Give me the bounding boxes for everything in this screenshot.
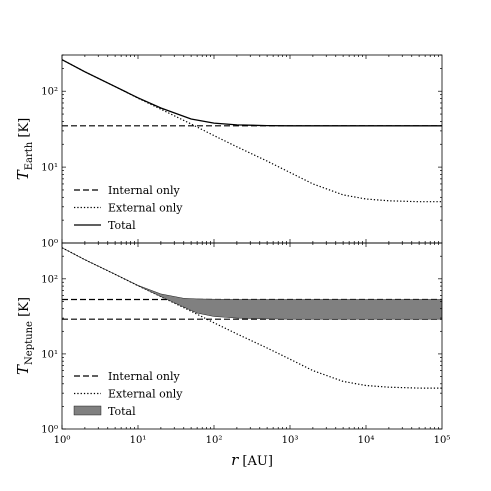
x-axis-title: r [AU] xyxy=(231,451,273,469)
series-total-line xyxy=(62,59,442,127)
legend-label-external-only: External only xyxy=(108,202,183,215)
plot-frame xyxy=(61,54,443,244)
plot-area xyxy=(62,59,442,203)
legend: Internal only External only Total xyxy=(73,370,183,418)
x-tick-label: 10¹ xyxy=(130,435,147,446)
panel-earth: 10⁰ 10¹ 10² TEarth [K] Internal only External… xyxy=(14,54,443,250)
legend-label-total: Total xyxy=(108,219,136,232)
plot-frame xyxy=(61,242,443,430)
y-tick-label: 10² xyxy=(41,274,58,285)
y-tick-label: 10⁰ xyxy=(41,425,58,436)
y-axis-unit: [K] xyxy=(17,118,32,142)
x-axis-unit: [AU] xyxy=(238,454,273,469)
y-axis-subscript: Neptune xyxy=(24,321,35,365)
y-axis-symbol: T xyxy=(14,169,32,180)
y-axis-title: TEarth [K] xyxy=(14,118,35,181)
y-axis-subscript: Earth xyxy=(24,141,35,170)
y-axis-title: TNeptune [K] xyxy=(14,297,35,375)
y-tick-label: 10² xyxy=(41,87,58,98)
legend: Internal only External only Total xyxy=(74,184,183,232)
legend-label-internal-only: Internal only xyxy=(108,370,181,383)
legend-label-internal-only: Internal only xyxy=(108,184,181,197)
legend-swatch-total xyxy=(73,405,102,416)
y-axis-symbol: T xyxy=(14,364,32,375)
x-tick-label: 10³ xyxy=(282,435,299,446)
y-tick-label: 10¹ xyxy=(41,349,58,360)
panel-neptune: 10⁰ 10¹ 10² 10⁰ 10¹ 10² 10³ 10⁴ 10⁵ TNeptune [K] r… xyxy=(14,242,451,469)
x-axis-symbol: r xyxy=(231,451,239,469)
y-tick-label: 10¹ xyxy=(41,163,58,174)
series-external-only-line xyxy=(62,247,442,389)
y-tick-label: 10⁰ xyxy=(41,239,58,250)
legend-label-total: Total xyxy=(108,405,136,418)
legend-label-external-only: External only xyxy=(108,388,183,401)
x-tick-label: 10⁴ xyxy=(358,435,375,446)
series-external-only-line xyxy=(62,59,442,203)
x-tick-label: 10² xyxy=(206,435,223,446)
x-tick-label: 10⁰ xyxy=(54,435,71,446)
series-total-band xyxy=(62,247,442,320)
x-tick-label: 10⁵ xyxy=(434,435,451,446)
y-axis-unit: [K] xyxy=(17,297,32,321)
plot-area xyxy=(62,247,442,389)
